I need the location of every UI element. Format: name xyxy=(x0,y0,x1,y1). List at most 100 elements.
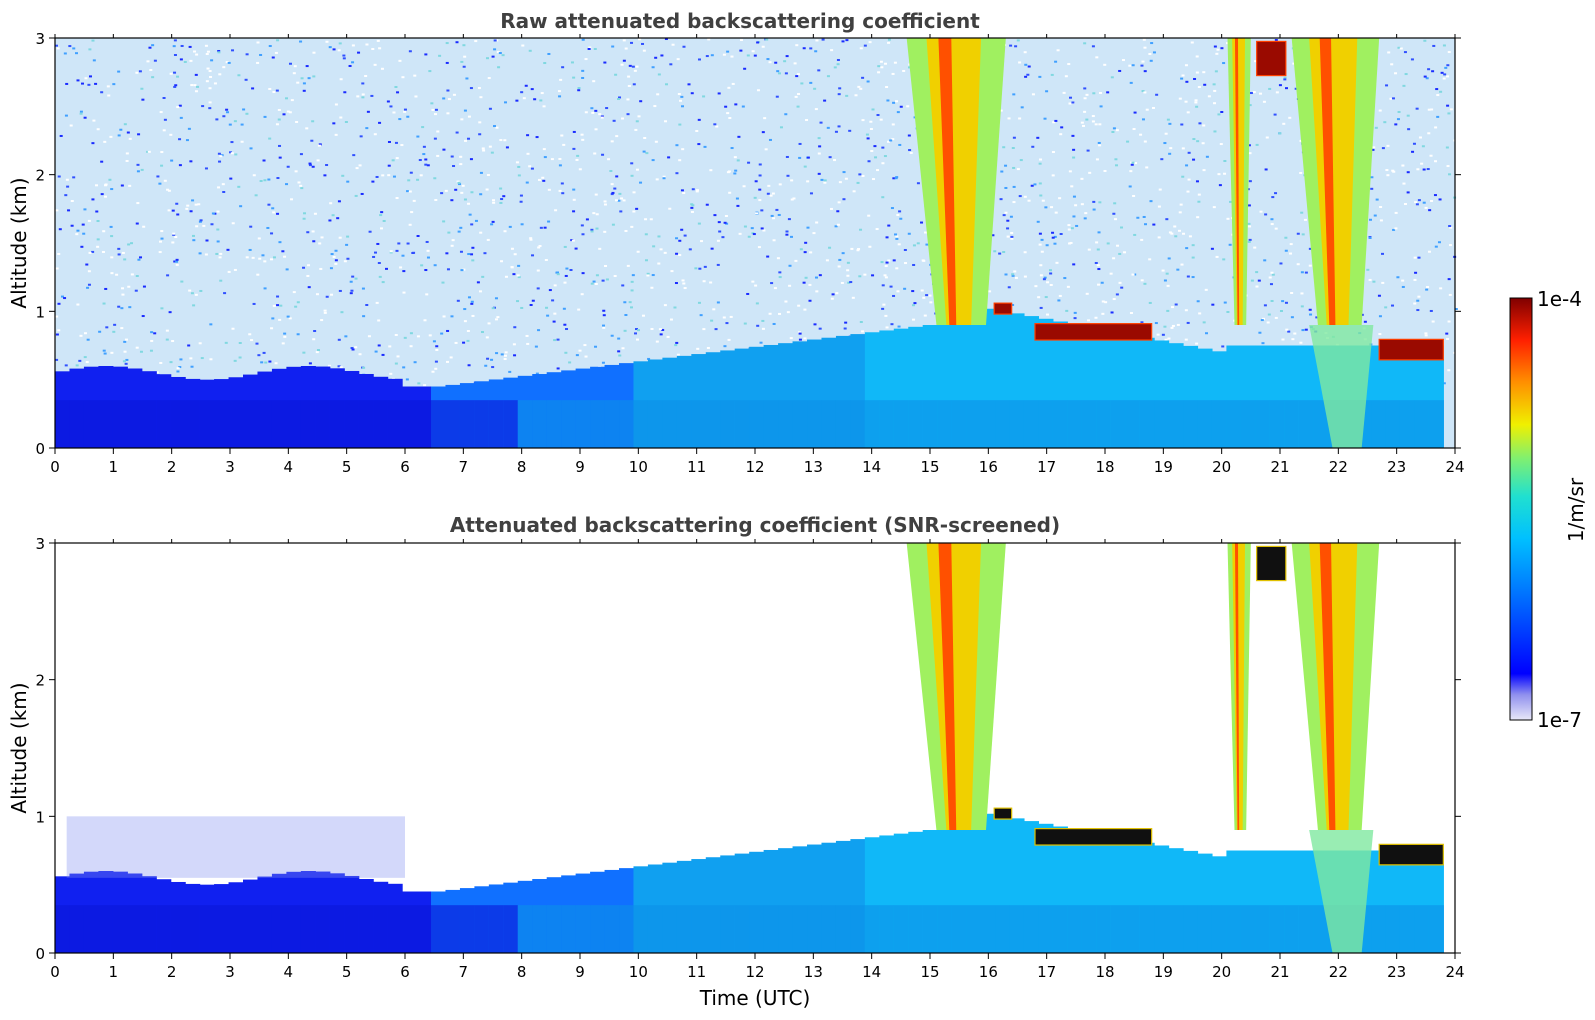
noise-speck xyxy=(189,357,193,360)
noise-speck xyxy=(614,199,618,202)
noise-speck xyxy=(826,75,830,78)
noise-speck xyxy=(595,274,599,277)
noise-speck xyxy=(385,267,389,270)
noise-speck xyxy=(739,49,743,52)
noise-speck xyxy=(877,71,881,74)
noise-speck xyxy=(82,232,86,235)
noise-speck xyxy=(479,171,483,174)
noise-speck xyxy=(1027,199,1031,202)
noise-speck xyxy=(817,137,821,140)
noise-speck xyxy=(1010,235,1014,238)
noise-speck xyxy=(883,155,887,158)
noise-speck xyxy=(446,329,450,332)
noise-speck xyxy=(463,198,467,201)
cloud-layer xyxy=(1378,338,1444,361)
noise-speck xyxy=(770,282,774,285)
noise-speck xyxy=(1118,281,1122,284)
noise-speck xyxy=(409,171,413,174)
noise-speck xyxy=(1431,320,1435,323)
noise-speck xyxy=(1086,149,1090,152)
chart-title-raw: Raw attenuated backscattering coefficien… xyxy=(500,9,980,33)
noise-speck xyxy=(366,110,370,113)
y-tick-label: 1 xyxy=(35,303,45,321)
boundary-layer-core xyxy=(387,905,403,953)
noise-speck xyxy=(117,247,121,250)
noise-speck xyxy=(1299,171,1303,174)
noise-speck xyxy=(726,112,730,115)
noise-speck xyxy=(887,259,891,262)
noise-speck xyxy=(594,345,598,348)
noise-speck xyxy=(180,280,184,283)
noise-speck xyxy=(248,248,252,251)
noise-speck xyxy=(357,51,361,54)
noise-speck xyxy=(98,330,102,333)
noise-speck xyxy=(1075,224,1079,227)
noise-speck xyxy=(1085,292,1089,295)
noise-speck xyxy=(1051,151,1055,154)
noise-speck xyxy=(422,153,426,156)
noise-speck xyxy=(74,52,78,55)
noise-speck xyxy=(490,151,494,154)
noise-speck xyxy=(346,235,350,238)
noise-speck xyxy=(401,76,405,79)
noise-speck xyxy=(838,181,842,184)
noise-speck xyxy=(513,326,517,329)
noise-speck xyxy=(626,98,630,101)
noise-speck xyxy=(751,50,755,53)
noise-speck xyxy=(1070,227,1074,230)
x-tick-label: 6 xyxy=(400,963,410,981)
boundary-layer-core xyxy=(344,905,360,953)
boundary-layer-core xyxy=(55,905,71,953)
y-axis-label-raw: Altitude (km) xyxy=(7,177,31,308)
noise-speck xyxy=(1011,147,1015,150)
noise-speck xyxy=(830,297,834,300)
noise-speck xyxy=(1253,246,1257,249)
noise-speck xyxy=(702,95,706,98)
noise-speck xyxy=(778,183,782,186)
noise-speck xyxy=(697,301,701,304)
noise-speck xyxy=(784,72,788,75)
noise-speck xyxy=(1039,194,1043,197)
noise-speck xyxy=(1055,261,1059,264)
y-axis-label-screened: Altitude (km) xyxy=(7,682,31,813)
noise-speck xyxy=(88,251,92,254)
noise-speck xyxy=(64,364,68,367)
noise-speck xyxy=(495,352,499,355)
boundary-layer-core xyxy=(995,905,1011,953)
noise-speck xyxy=(1195,55,1199,58)
noise-speck xyxy=(1095,158,1099,161)
noise-speck xyxy=(716,263,720,266)
noise-speck xyxy=(558,157,562,160)
noise-speck xyxy=(294,305,298,308)
noise-speck xyxy=(127,285,131,288)
noise-speck xyxy=(1447,112,1451,115)
noise-speck xyxy=(1184,338,1188,341)
noise-speck xyxy=(676,58,680,61)
boundary-layer-core xyxy=(1255,400,1271,448)
noise-speck xyxy=(613,275,617,278)
boundary-layer-core xyxy=(1096,905,1112,953)
colorbar-min-label: 1e-7 xyxy=(1537,708,1582,732)
noise-speck xyxy=(882,303,886,306)
chart-title-screened: Attenuated backscattering coefficient (S… xyxy=(450,513,1060,537)
noise-speck xyxy=(722,316,726,319)
noise-speck xyxy=(1226,217,1230,220)
noise-speck xyxy=(1063,277,1067,280)
noise-speck xyxy=(1171,306,1175,309)
noise-speck xyxy=(834,225,838,228)
noise-speck xyxy=(813,87,817,90)
noise-speck xyxy=(578,349,582,352)
noise-speck xyxy=(840,281,844,284)
noise-speck xyxy=(1195,105,1199,108)
noise-speck xyxy=(216,228,220,231)
noise-speck xyxy=(863,273,867,276)
noise-speck xyxy=(1157,205,1161,208)
boundary-layer-core xyxy=(315,905,331,953)
noise-speck xyxy=(1185,247,1189,250)
noise-speck xyxy=(558,95,562,98)
noise-speck xyxy=(924,231,928,234)
noise-speck xyxy=(761,319,765,322)
noise-speck xyxy=(646,272,650,275)
noise-speck xyxy=(1143,282,1147,285)
noise-speck xyxy=(605,107,609,110)
